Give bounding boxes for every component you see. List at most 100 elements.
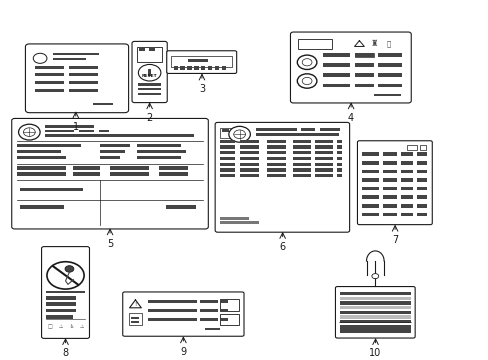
Bar xyxy=(137,156,181,159)
Bar xyxy=(200,309,217,312)
Bar xyxy=(400,187,412,190)
Bar xyxy=(53,58,86,60)
Bar xyxy=(339,306,410,309)
Bar xyxy=(339,320,410,323)
Bar xyxy=(35,81,63,84)
Bar xyxy=(138,93,161,95)
Bar xyxy=(110,172,149,176)
Bar xyxy=(400,152,412,156)
Text: 1: 1 xyxy=(73,122,79,132)
Bar xyxy=(400,204,412,208)
Bar xyxy=(148,69,151,71)
Bar xyxy=(159,172,188,176)
Bar xyxy=(382,152,396,156)
Bar xyxy=(419,145,426,150)
Bar xyxy=(17,166,66,170)
Bar xyxy=(300,128,315,131)
Bar xyxy=(17,150,61,153)
Bar xyxy=(220,145,234,149)
Text: RESET: RESET xyxy=(142,74,157,78)
Bar xyxy=(266,151,285,154)
Bar xyxy=(361,195,378,199)
Bar xyxy=(130,317,139,319)
Bar xyxy=(239,140,259,143)
Bar xyxy=(187,66,191,70)
Bar xyxy=(382,195,396,199)
Bar xyxy=(339,311,410,314)
Bar xyxy=(220,157,234,160)
Bar xyxy=(220,300,227,303)
Bar xyxy=(361,187,378,190)
Bar xyxy=(337,163,342,166)
Text: 2: 2 xyxy=(146,113,152,123)
Circle shape xyxy=(19,124,40,140)
Circle shape xyxy=(302,77,311,85)
Bar xyxy=(337,174,342,177)
Bar xyxy=(400,161,412,165)
Bar xyxy=(138,88,161,90)
Bar xyxy=(354,53,373,57)
Bar xyxy=(315,157,332,160)
Bar xyxy=(377,53,401,57)
Bar xyxy=(339,325,410,328)
Bar xyxy=(17,172,66,176)
Bar xyxy=(46,315,73,319)
Bar xyxy=(220,221,259,224)
Bar xyxy=(137,150,185,153)
Bar xyxy=(17,156,66,159)
Bar xyxy=(46,302,76,306)
Bar xyxy=(361,152,378,156)
Bar xyxy=(266,140,285,143)
Circle shape xyxy=(371,274,378,279)
FancyBboxPatch shape xyxy=(335,287,414,338)
Text: !: ! xyxy=(134,302,136,307)
Bar xyxy=(69,73,98,76)
Text: 5: 5 xyxy=(107,239,113,249)
Bar xyxy=(373,94,400,96)
Circle shape xyxy=(138,64,161,81)
Bar xyxy=(148,77,151,78)
Bar xyxy=(239,157,259,160)
Bar xyxy=(293,140,310,143)
Bar xyxy=(416,204,426,208)
Bar xyxy=(45,130,74,132)
Text: 7: 7 xyxy=(391,235,397,245)
Bar xyxy=(400,170,412,173)
Bar xyxy=(361,204,378,208)
Bar xyxy=(255,128,297,131)
Bar xyxy=(17,144,81,147)
Bar xyxy=(382,204,396,208)
Bar xyxy=(148,70,151,76)
Bar xyxy=(293,163,310,166)
Circle shape xyxy=(297,74,316,88)
Bar xyxy=(173,66,178,70)
Bar xyxy=(35,89,63,92)
Bar xyxy=(79,130,94,132)
Bar xyxy=(35,66,63,69)
Circle shape xyxy=(228,126,250,142)
Bar xyxy=(53,53,99,55)
Bar xyxy=(354,84,373,87)
Bar xyxy=(255,133,338,136)
Bar xyxy=(46,296,76,300)
Bar xyxy=(361,213,378,216)
Bar xyxy=(293,174,310,177)
Bar xyxy=(339,325,410,329)
Bar xyxy=(220,128,230,138)
FancyBboxPatch shape xyxy=(166,51,236,73)
Bar xyxy=(220,174,234,177)
Bar xyxy=(337,151,342,154)
Bar xyxy=(354,63,373,67)
FancyBboxPatch shape xyxy=(357,141,431,225)
Bar xyxy=(339,315,410,319)
Bar xyxy=(266,174,285,177)
Bar xyxy=(354,53,373,57)
Bar xyxy=(416,213,426,216)
Bar xyxy=(377,73,401,77)
Text: 10: 10 xyxy=(368,348,381,359)
Bar xyxy=(315,174,332,177)
Bar xyxy=(159,166,188,170)
Bar xyxy=(239,168,259,172)
Bar xyxy=(382,170,396,173)
Bar xyxy=(99,130,108,132)
